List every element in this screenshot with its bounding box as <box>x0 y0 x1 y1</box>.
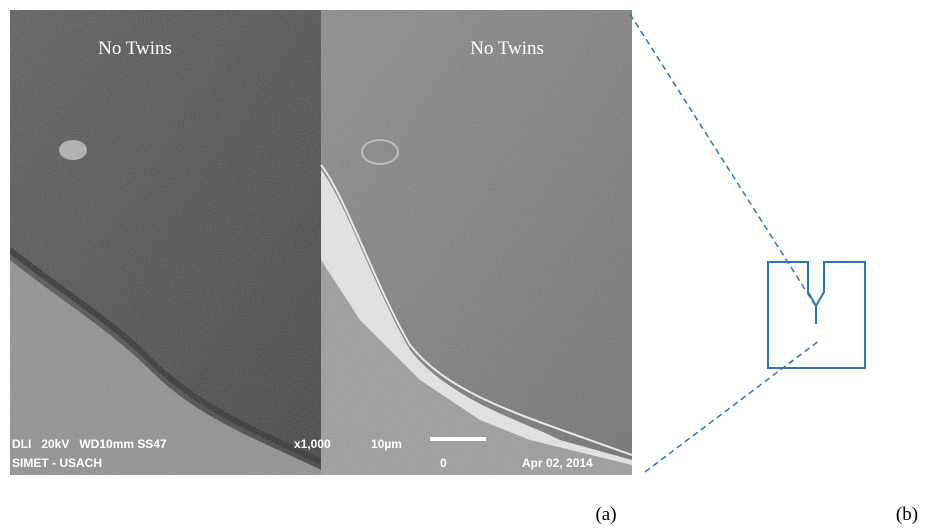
info-text: 0 <box>440 456 447 470</box>
sem-image <box>10 10 632 475</box>
info-text: 10µm <box>371 437 402 451</box>
figure: No Twins No Twins DLI 20kV WD10mm SS47 x… <box>0 0 928 531</box>
info-text: Apr 02, 2014 <box>522 456 593 470</box>
info-text: SIMET - USACH <box>12 456 102 470</box>
caption: (a) <box>595 504 616 525</box>
info-text: DLI 20kV WD10mm SS47 <box>12 437 167 451</box>
zoom-line <box>645 340 820 472</box>
label: No Twins <box>98 38 172 59</box>
info-text: x1,000 <box>294 437 331 451</box>
caption: (b) <box>896 504 918 525</box>
label: No Twins <box>470 38 544 59</box>
